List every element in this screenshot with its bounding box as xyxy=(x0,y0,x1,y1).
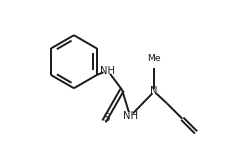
Text: NH: NH xyxy=(123,111,138,121)
Text: N: N xyxy=(150,87,158,96)
Text: Me: Me xyxy=(147,53,161,63)
Text: NH: NH xyxy=(100,66,115,75)
Text: S: S xyxy=(103,113,109,123)
